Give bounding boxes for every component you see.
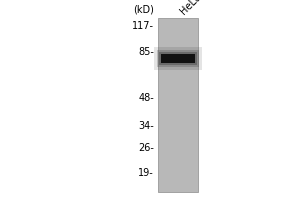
Bar (154, 47, 202, 70)
Text: HeLa: HeLa (178, 0, 203, 16)
Text: 85-: 85- (138, 47, 154, 57)
Text: 48-: 48- (138, 93, 154, 103)
Text: 34-: 34- (138, 121, 154, 131)
Text: 117-: 117- (132, 21, 154, 31)
Text: 26-: 26- (138, 143, 154, 153)
Text: (kD): (kD) (133, 5, 154, 15)
Bar (157, 50, 199, 67)
Bar (159, 52, 197, 65)
Text: 19-: 19- (138, 168, 154, 178)
Bar (158, 18, 198, 192)
Bar (161, 54, 195, 63)
